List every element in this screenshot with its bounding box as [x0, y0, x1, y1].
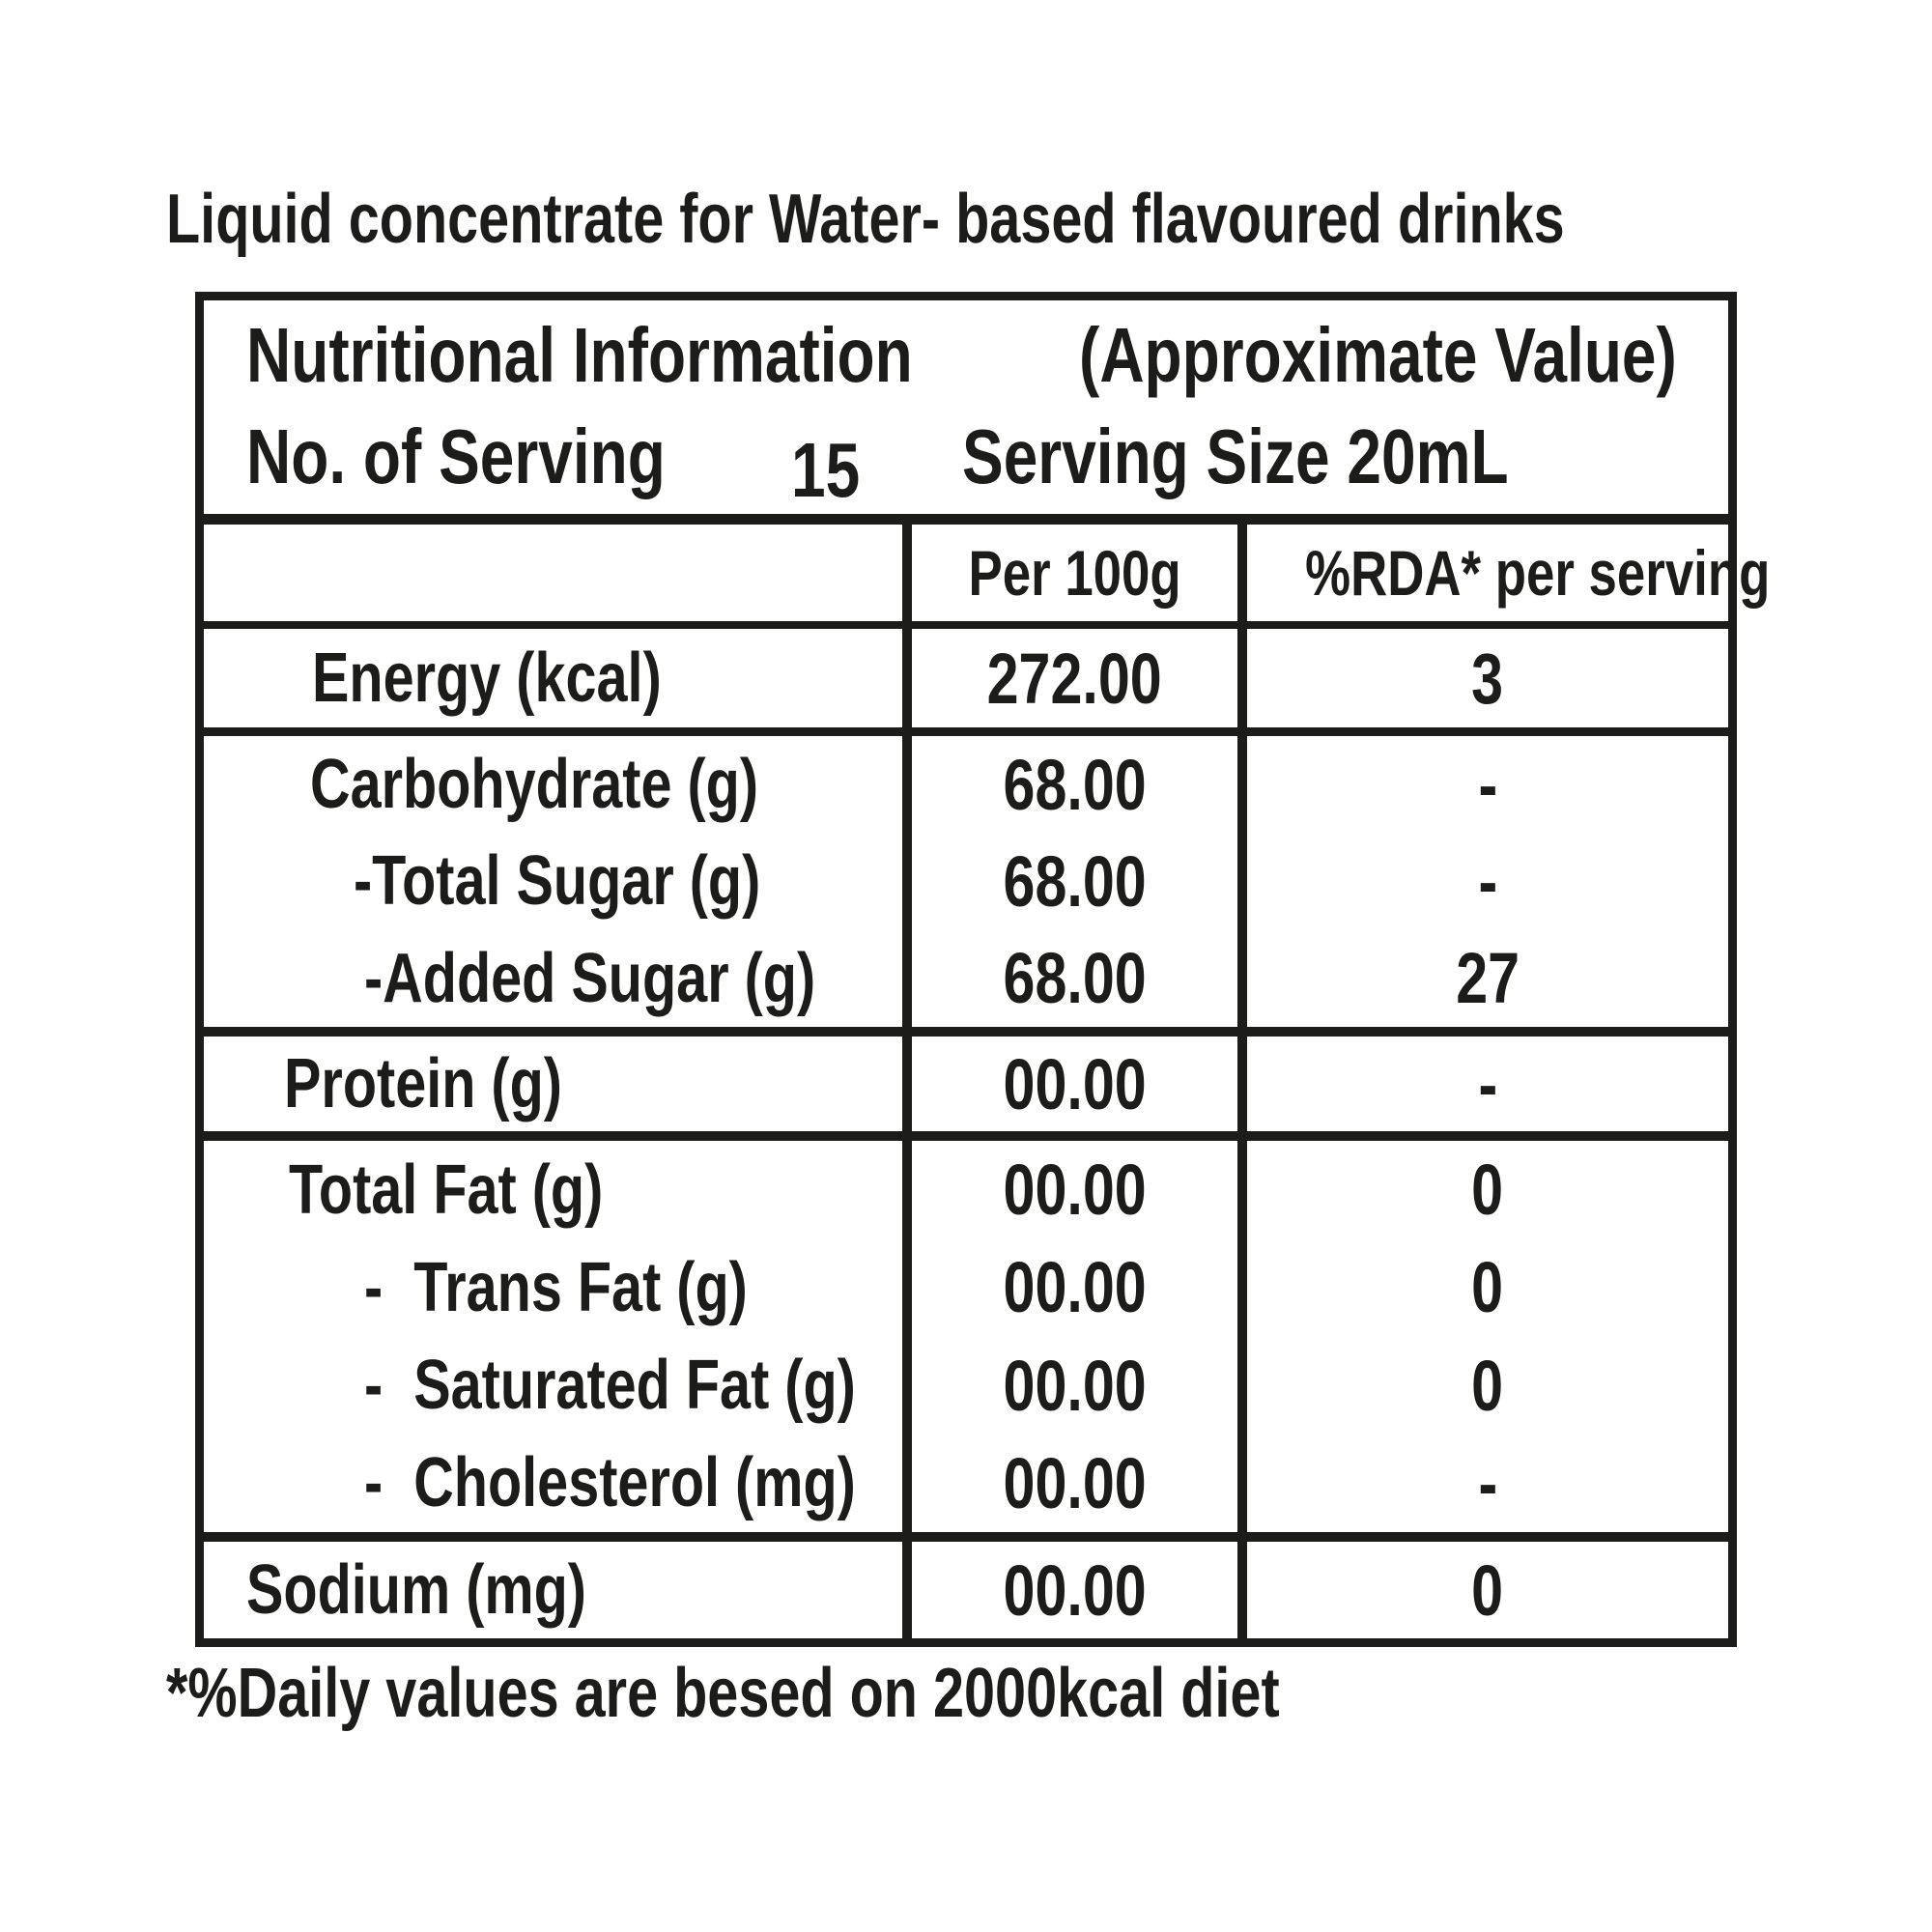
table-header-line2: No. of Serving 15 Serving Size 20mL — [204, 407, 1728, 513]
row-rda-value: 27 — [1456, 938, 1520, 1019]
rda-header-text: %RDA* per serving — [1305, 537, 1771, 609]
nutritional-information-table: Nutritional Information (Approximate Val… — [195, 292, 1770, 1647]
row-rda-value: - — [1478, 840, 1497, 922]
row-label: - Cholesterol (mg) — [364, 1444, 856, 1522]
row-rda-value: - — [1478, 744, 1497, 825]
row-per100g-value: 00.00 — [1003, 1345, 1147, 1426]
per100g-header-text: Per 100g — [968, 537, 1181, 609]
table-header-line1: Nutritional Information (Approximate Val… — [204, 304, 1728, 407]
row-label: Protein (g) — [284, 1045, 562, 1122]
row-rda-value: 0 — [1471, 1345, 1504, 1426]
header-title: Nutritional Information — [246, 311, 913, 398]
row-label: Sodium (mg) — [246, 1551, 586, 1629]
table-row-sodium: Sodium (mg) 00.00 0 — [204, 1532, 1728, 1638]
row-label: - Saturated Fat (g) — [364, 1347, 856, 1425]
row-per100g-value: 68.00 — [1003, 840, 1147, 922]
column-header-row: Per 100g %RDA* per serving — [204, 514, 1770, 621]
row-label: Total Fat (g) — [289, 1151, 604, 1229]
daily-values-footnote: *%Daily values are besed on 2000kcal die… — [166, 1654, 1558, 1733]
column-header-per100g: Per 100g — [902, 525, 1237, 621]
row-per100g-value: 00.00 — [1003, 1043, 1147, 1124]
header-approx-value: (Approximate Value) — [1079, 311, 1677, 398]
row-per100g-value: 272.00 — [986, 638, 1163, 719]
row-per100g-value: 00.00 — [1003, 1549, 1147, 1631]
row-label: -Added Sugar (g) — [364, 939, 816, 1017]
servings-group: No. of Serving 15 — [246, 412, 877, 513]
page-title-text: Liquid concentrate for Water- based flav… — [166, 181, 1565, 258]
row-label: Carbohydrate (g) — [310, 746, 759, 824]
row-rda-value: 0 — [1471, 1150, 1504, 1231]
column-header-rda: %RDA* per serving — [1237, 525, 1829, 621]
row-per100g-value: 00.00 — [1003, 1247, 1147, 1328]
row-per100g-value: 68.00 — [1003, 744, 1147, 825]
table-row-group-fat: Total Fat (g) - Trans Fat (g) - Saturate… — [204, 1131, 1728, 1532]
row-label: -Total Sugar (g) — [354, 842, 761, 921]
table-header: Nutritional Information (Approximate Val… — [204, 300, 1728, 514]
row-rda-value: - — [1478, 1043, 1497, 1124]
row-per100g-value: 68.00 — [1003, 938, 1147, 1019]
table-row-protein: Protein (g) 00.00 - — [204, 1027, 1728, 1131]
row-label: Energy (kcal) — [312, 639, 662, 717]
column-header-blank — [204, 525, 902, 621]
servings-value: 15 — [791, 427, 861, 514]
row-label: - Trans Fat (g) — [364, 1248, 748, 1326]
table-row-energy: Energy (kcal) 272.00 3 — [204, 621, 1728, 727]
page-title: Liquid concentrate for Water- based flav… — [166, 181, 1915, 258]
row-rda-value: 0 — [1471, 1247, 1504, 1328]
serving-size: Serving Size 20mL — [962, 413, 1509, 500]
row-rda-value: 3 — [1471, 638, 1504, 719]
servings-label: No. of Serving — [246, 413, 666, 500]
row-per100g-value: 00.00 — [1003, 1150, 1147, 1231]
table-row-group-carbohydrate: Carbohydrate (g) -Total Sugar (g) -Added… — [204, 727, 1728, 1027]
row-rda-value: 0 — [1471, 1549, 1504, 1631]
daily-values-footnote-text: *%Daily values are besed on 2000kcal die… — [166, 1655, 1280, 1732]
row-per100g-value: 00.00 — [1003, 1442, 1147, 1523]
row-rda-value: - — [1478, 1442, 1497, 1523]
